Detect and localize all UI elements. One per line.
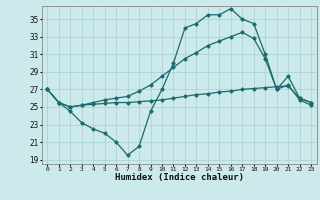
X-axis label: Humidex (Indice chaleur): Humidex (Indice chaleur) [115,173,244,182]
